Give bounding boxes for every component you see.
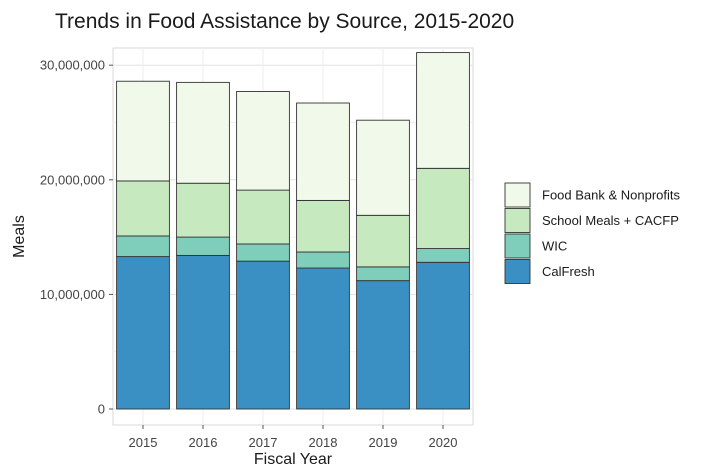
- legend: Food Bank & Nonprofits School Meals + CAC…: [504, 182, 681, 284]
- bar-segment-food-bank-nonprofits-2016: [176, 81, 230, 184]
- chart-title: Trends in Food Assistance by Source, 201…: [55, 10, 514, 33]
- y-tick-label: 0: [98, 402, 105, 417]
- legend-swatch: [504, 208, 531, 233]
- bar-segment-food-bank-nonprofits-2020: [416, 52, 470, 169]
- bar-segment-food-bank-nonprofits-2017: [236, 91, 290, 191]
- legend-item-wic: WIC: [504, 233, 567, 259]
- bar-segment-calfresh-2016: [176, 254, 230, 410]
- x-tick-label: 2016: [189, 435, 218, 450]
- plot-background: [112, 47, 474, 426]
- x-tick-label: 2020: [429, 435, 458, 450]
- x-tick-label: 2018: [309, 435, 338, 450]
- bar-segment-school-meals-cacfp-2019: [356, 214, 410, 268]
- y-tick-label: 10,000,000: [40, 287, 105, 302]
- legend-item-food-bank-nonprofits: Food Bank & Nonprofits: [504, 182, 681, 208]
- bars: [116, 52, 470, 410]
- bar-segment-wic-2016: [176, 236, 230, 256]
- bar-segment-calfresh-2018: [296, 267, 350, 410]
- bar-segment-food-bank-nonprofits-2018: [296, 102, 350, 201]
- bar-segment-school-meals-cacfp-2017: [236, 189, 290, 245]
- bar-segment-calfresh-2015: [116, 256, 170, 410]
- y-tick-label: 30,000,000: [40, 58, 105, 73]
- bar-segment-calfresh-2020: [416, 261, 470, 410]
- x-axis-ticks: 2015 2016 2017 2018 2019 2020: [129, 425, 458, 450]
- x-axis-title: Fiscal Year: [254, 451, 333, 467]
- bar-segment-calfresh-2017: [236, 260, 290, 410]
- legend-item-calfresh: CalFresh: [504, 259, 595, 284]
- bar-segment-food-bank-nonprofits-2019: [356, 119, 410, 216]
- bar-segment-wic-2018: [296, 251, 350, 269]
- bar-segment-calfresh-2019: [356, 280, 410, 410]
- bar-segment-food-bank-nonprofits-2015: [116, 80, 170, 182]
- bar-segment-wic-2020: [416, 248, 470, 263]
- bar-segment-wic-2017: [236, 243, 290, 262]
- bar-segment-school-meals-cacfp-2020: [416, 167, 470, 250]
- y-axis-ticks: 0 10,000,000 20,000,000 30,000,000: [40, 58, 113, 417]
- legend-swatch: [504, 182, 531, 208]
- bar-segment-school-meals-cacfp-2016: [176, 182, 230, 238]
- legend-swatch: [504, 233, 531, 259]
- x-tick-label: 2015: [129, 435, 158, 450]
- legend-label: WIC: [542, 239, 567, 254]
- x-tick-label: 2017: [249, 435, 278, 450]
- bar-segment-wic-2019: [356, 266, 410, 282]
- legend-label: CalFresh: [542, 264, 595, 279]
- legend-label: Food Bank & Nonprofits: [542, 188, 681, 203]
- y-tick-label: 20,000,000: [40, 172, 105, 187]
- x-tick-label: 2019: [369, 435, 398, 450]
- y-axis-title: Meals: [11, 215, 28, 258]
- legend-item-school-meals-cacfp: School Meals + CACFP: [504, 208, 679, 233]
- bar-segment-wic-2015: [116, 235, 170, 258]
- legend-swatch: [504, 259, 531, 284]
- legend-label: School Meals + CACFP: [542, 213, 679, 228]
- bar-segment-school-meals-cacfp-2018: [296, 199, 350, 253]
- bar-segment-school-meals-cacfp-2015: [116, 180, 170, 237]
